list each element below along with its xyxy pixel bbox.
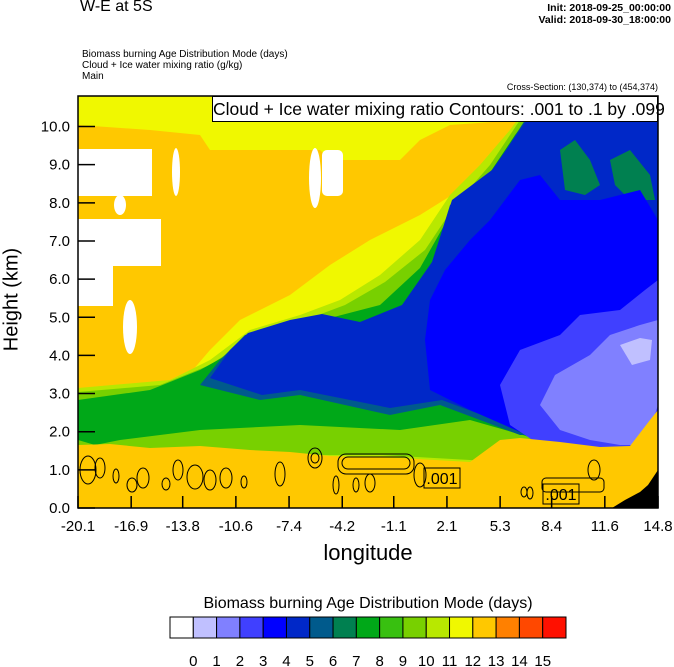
cloud-contours	[79, 447, 605, 500]
cross-section-label: Cross-Section: (130,374) to (454,374)	[506, 82, 658, 92]
colorbar-box	[216, 616, 241, 639]
y-tick-label: 7.0	[49, 233, 70, 250]
x-tick-label: 8.4	[541, 518, 562, 535]
x-tick-label: -20.1	[61, 518, 95, 535]
x-tick-label: 11.6	[591, 518, 619, 535]
terrain	[612, 470, 658, 508]
x-tick-label: 5.3	[490, 518, 511, 535]
colorbar-box	[472, 616, 497, 639]
colorbar-label: 10	[418, 653, 435, 667]
colorbar-box	[309, 616, 334, 639]
shade-1	[620, 338, 652, 365]
y-tick-label: 8.0	[49, 195, 70, 212]
white-patch	[172, 148, 180, 196]
subtitle-biomass: Biomass burning Age Distribution Mode (d…	[82, 49, 288, 60]
y-tick-label: 6.0	[49, 271, 70, 288]
contour-label: .001	[545, 487, 576, 504]
colorbar-box	[262, 616, 287, 639]
shade-7-patch-2	[610, 150, 655, 200]
y-tick-label: 0.0	[49, 500, 70, 517]
x-tick-label: -7.4	[276, 518, 302, 535]
contour-label-box	[423, 467, 461, 489]
main-title: W-E at 5S	[80, 0, 153, 15]
contour-legend: Cloud + Ice water mixing ratio Contours:…	[212, 96, 665, 122]
colorbar-label: 13	[488, 653, 505, 667]
colorbar-label: 4	[282, 653, 290, 667]
colorbar: 0 1 2 3 4 5 6 7 8 9 10 11 12 13 14 15	[169, 616, 567, 667]
x-tick-label: -13.8	[166, 518, 200, 535]
colorbar-label: 0	[189, 653, 197, 667]
y-tick-label: 5.0	[49, 309, 70, 326]
colorbar-box	[542, 616, 567, 639]
x-tick-label: -4.2	[329, 518, 355, 535]
y-tick-label: 10.0	[41, 119, 70, 136]
colorbar-box	[169, 616, 194, 639]
colorbar-title: Biomass burning Age Distribution Mode (d…	[203, 595, 533, 612]
colorbar-box	[285, 616, 311, 639]
y-tick-label: 4.0	[49, 347, 70, 364]
colorbar-box	[402, 616, 427, 639]
contour-label: .001	[426, 471, 457, 488]
white-patch	[78, 266, 113, 306]
colorbar-label: 8	[375, 653, 383, 667]
colorbar-box	[332, 616, 357, 639]
colorbar-box	[518, 616, 544, 639]
colorbar-box	[239, 616, 264, 639]
white-patch	[114, 195, 126, 215]
colorbar-label: 11	[442, 653, 458, 667]
x-tick-label: -16.9	[114, 518, 148, 535]
x-tick-label: 2.1	[437, 518, 458, 535]
colorbar-box	[425, 616, 451, 639]
colorbar-label: 5	[306, 653, 314, 667]
subtitle-main: Main	[82, 71, 104, 82]
x-axis-label: longitude	[323, 540, 413, 565]
white-patch	[78, 219, 161, 266]
subtitle-cloud: Cloud + Ice water mixing ratio (g/kg)	[82, 60, 243, 71]
init-time: Init: 2018-09-25_00:00:00	[547, 2, 671, 14]
colorbar-box	[495, 616, 520, 639]
valid-time: Valid: 2018-09-30_18:00:00	[538, 14, 671, 26]
field-shading: .001 .001	[78, 96, 658, 508]
shade-13-ground	[78, 410, 658, 508]
colorbar-box	[449, 616, 474, 639]
colorbar-label: 7	[352, 653, 360, 667]
colorbar-box	[192, 616, 218, 639]
contour-label-box	[542, 483, 580, 505]
y-tick-label: 3.0	[49, 386, 70, 403]
x-tick-label: -10.6	[219, 518, 253, 535]
colorbar-label: 1	[212, 653, 220, 667]
white-patch	[123, 300, 137, 354]
x-tick-label: 14.8	[643, 518, 672, 535]
white-patch	[309, 148, 321, 208]
y-tick-label: 2.0	[49, 424, 70, 441]
colorbar-label: 2	[236, 653, 244, 667]
shade-7-patch	[560, 140, 600, 195]
zero-age-patches	[78, 148, 343, 354]
white-patch	[322, 150, 343, 196]
colorbar-label: 12	[464, 653, 481, 667]
colorbar-label: 15	[534, 653, 551, 667]
colorbar-box	[355, 616, 381, 639]
colorbar-label: 14	[511, 653, 528, 667]
axes: -20.1 -16.9 -13.8 -10.6 -7.4 -4.2 -1.1 2.1 5.3 8.…	[41, 119, 673, 535]
colorbar-label: 9	[399, 653, 407, 667]
y-tick-label: 1.0	[49, 462, 70, 479]
colorbar-label: 3	[259, 653, 267, 667]
x-tick-label: -1.1	[381, 518, 407, 535]
y-tick-label: 9.0	[49, 157, 70, 174]
white-patch	[78, 149, 152, 196]
colorbar-box	[379, 616, 404, 639]
colorbar-label: 6	[329, 653, 337, 667]
